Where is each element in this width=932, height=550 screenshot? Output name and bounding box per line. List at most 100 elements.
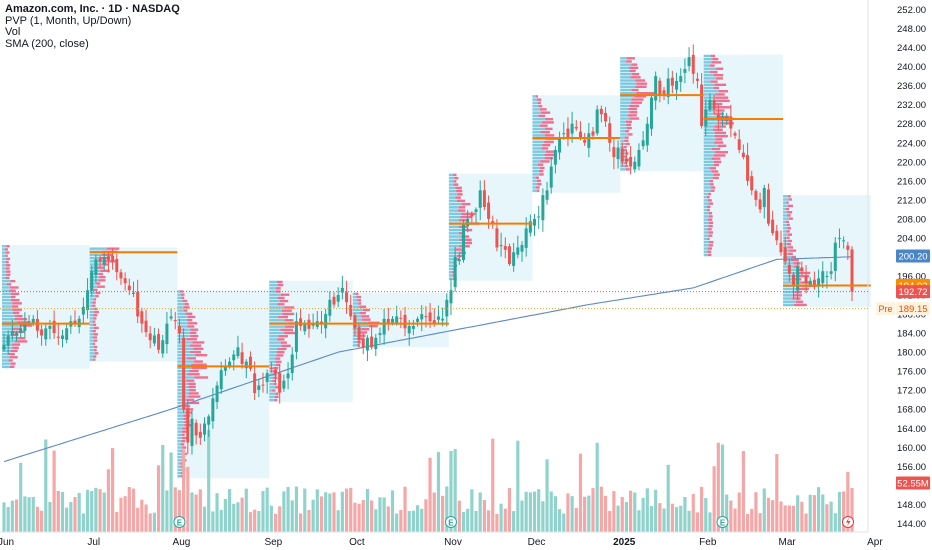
profile-row-up (532, 143, 543, 147)
profile-row-up (89, 348, 95, 352)
profile-row-down (455, 248, 463, 251)
profile-row-up (703, 253, 708, 257)
profile-row-up (448, 199, 457, 203)
candle-body (370, 336, 374, 348)
candle-body (365, 337, 369, 351)
profile-row-up (783, 201, 787, 204)
profile-row-down (791, 255, 797, 259)
profile-row-down (12, 346, 19, 349)
profile-row-up (269, 341, 281, 344)
volume-bar (704, 498, 708, 532)
volume-bar (207, 429, 211, 532)
profile-row-up (783, 262, 794, 265)
profile-row-down (11, 343, 21, 346)
candle-body (73, 320, 77, 324)
time-tick-label: Feb (699, 537, 717, 548)
profile-row-down (709, 215, 713, 218)
indicator-sma[interactable]: SMA (200, close) (5, 37, 89, 50)
volume-bar (361, 499, 365, 532)
volume-bar (2, 502, 6, 532)
profile-row-down (788, 239, 792, 243)
profile-row-down (188, 395, 201, 398)
profile-row-up (703, 141, 715, 144)
volume-bar (48, 501, 52, 532)
profile-row-up (177, 303, 185, 306)
volume-bar (403, 486, 407, 532)
earnings-marker-icon[interactable] (173, 516, 186, 528)
profile-row-down (93, 358, 96, 361)
profile-row-up (703, 173, 714, 176)
profile-row-down (11, 305, 19, 308)
profile-row-down (5, 254, 8, 257)
volume-bar (850, 487, 854, 532)
volume-bar (616, 505, 620, 532)
profile-row-up (352, 302, 359, 305)
candle-body (27, 321, 31, 323)
profile-row-down (93, 339, 98, 342)
price-tick-label: 240.00 (897, 62, 926, 73)
time-axis[interactable]: Jun Jul Aug Sep Oct Nov Dec 2025 Feb Mar Apr (0, 531, 883, 548)
profile-row-up (269, 312, 283, 316)
price-axis[interactable]: 144.00148.00152.00156.00160.00164.00168.… (867, 0, 926, 532)
earnings-marker-icon[interactable] (444, 516, 457, 528)
candle-body (269, 368, 273, 370)
profile-row-up (177, 315, 188, 319)
profile-row-down (713, 173, 720, 176)
profile-row-up (703, 128, 713, 131)
profile-row-down (272, 370, 275, 373)
candle-body (420, 314, 424, 320)
profile-row-down (189, 331, 197, 335)
profile-row-up (620, 111, 630, 114)
poc-lines (1, 94, 871, 368)
profile-row-up (703, 122, 720, 125)
earnings-marker-icon[interactable] (716, 516, 729, 528)
profile-row-down (715, 109, 725, 112)
profile-row-up (1, 308, 13, 311)
profile-row-down (186, 338, 197, 341)
profile-row-up (620, 91, 637, 95)
volume-bar (65, 507, 69, 532)
profile-row-up (177, 424, 185, 427)
sma-200-line (3, 256, 853, 463)
profile-row-up (1, 321, 18, 324)
volume-bar (700, 486, 704, 532)
profile-row-up (448, 212, 462, 216)
profile-row-up (703, 96, 716, 99)
profile-row-down (792, 297, 801, 300)
profile-row-up (177, 290, 181, 293)
profile-row-down (461, 212, 476, 216)
profile-row-down (535, 176, 539, 179)
profile-row-down (92, 301, 96, 304)
volume-bar (495, 513, 499, 532)
profile-row-up (703, 192, 709, 196)
candle-body (558, 137, 562, 153)
candle-body (340, 287, 344, 293)
profile-row-down (359, 311, 366, 315)
profile-row-down (274, 398, 278, 402)
volume-bar (315, 489, 319, 532)
candle-body (537, 216, 541, 218)
profile-row-down (186, 379, 195, 382)
profile-row-up (448, 225, 460, 229)
profile-row-up (352, 299, 358, 302)
indicator-pvp[interactable]: PVP (1, Month, Up/Down) (5, 14, 132, 27)
profile-row-down (707, 247, 713, 250)
profile-row-up (703, 221, 709, 225)
profile-row-up (703, 86, 714, 90)
profile-row-down (359, 305, 367, 308)
candle-body (495, 228, 499, 248)
profile-row-up (703, 228, 708, 231)
indicator-volume[interactable]: Vol (5, 26, 21, 38)
profile-row-down (6, 251, 10, 254)
profile-row-up (783, 297, 793, 300)
candle-body (449, 290, 453, 304)
profile-row-down (190, 334, 199, 338)
candle-body (357, 327, 361, 341)
profile-row-down (9, 365, 15, 368)
candle-body (203, 423, 207, 435)
profile-row-up (89, 298, 94, 301)
volume-bar (687, 510, 691, 532)
profile-row-up (177, 338, 187, 341)
